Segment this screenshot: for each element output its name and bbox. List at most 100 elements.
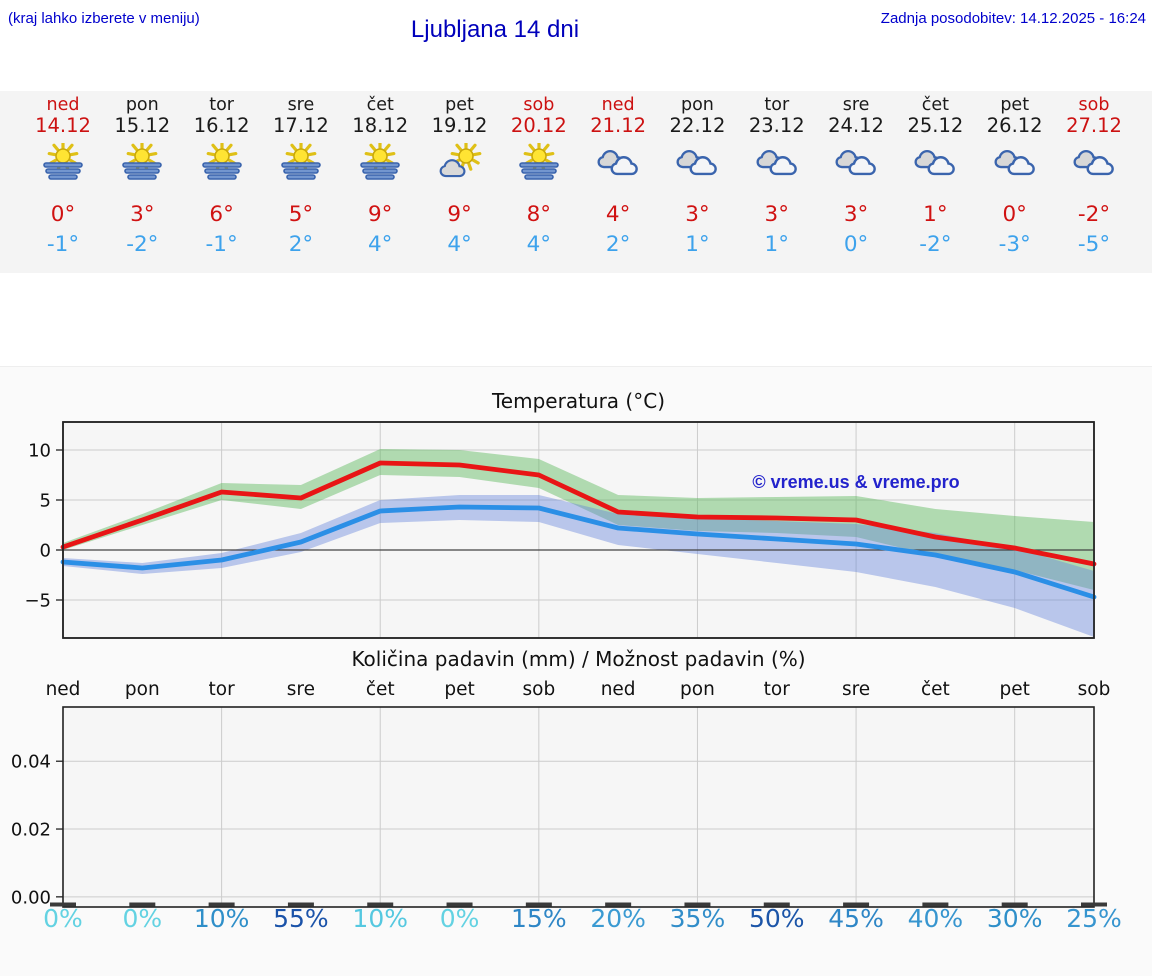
- low-temp: -1°: [46, 232, 80, 257]
- y-tick-label: 0.02: [11, 820, 51, 841]
- high-temp: 9°: [447, 202, 472, 227]
- day-date: 19.12: [431, 114, 488, 137]
- precip-bar: [525, 902, 552, 907]
- high-temp: 4°: [605, 202, 631, 227]
- charts-section: Temperatura (°C) 10 5 0 −5 © vreme.us & vre…: [0, 366, 1152, 976]
- day-name: pon: [125, 95, 159, 115]
- forecast-day: sob 20.12 8° 4°: [499, 91, 579, 257]
- day-icon-wrap: [975, 143, 1055, 189]
- high-temp: -2°: [1077, 202, 1111, 227]
- forecast-day: čet 18.12 9° 4°: [340, 91, 420, 257]
- precip-day-label: čet: [365, 679, 395, 700]
- precipitation-chart: 0.04 0.02 0.00: [0, 701, 1152, 911]
- high-temp: 3°: [685, 202, 710, 227]
- precip-percent: 55%: [273, 904, 329, 933]
- high-temp: 3°: [843, 202, 869, 227]
- plot-border-top: [62, 421, 1095, 639]
- forecast-day: tor 16.12 6° -1°: [182, 91, 262, 257]
- precip-day-label: sob: [522, 679, 556, 700]
- precip-bar: [129, 902, 156, 907]
- min-temp-line: [60, 504, 1097, 600]
- high-temp: 0°: [1002, 202, 1027, 227]
- day-date: 20.12: [510, 114, 567, 137]
- precip-day-label: pon: [680, 679, 715, 700]
- forecast-day: čet 25.12 1° -2°: [895, 91, 975, 257]
- day-date: 24.12: [828, 114, 884, 137]
- precip-day-label: sob: [1077, 679, 1111, 700]
- cloudy-icon: [914, 149, 956, 176]
- forecast-day: sre 17.12 5° 2°: [261, 91, 341, 257]
- low-temp: -2°: [126, 232, 159, 257]
- max-temp-line: [60, 460, 1097, 567]
- sun-fog-icon: [519, 140, 559, 180]
- precip-bar: [1081, 902, 1107, 907]
- sun-cloud-icon: [439, 140, 481, 178]
- forecast-day: pet 19.12 9° 4°: [420, 91, 500, 257]
- forecast-day: sre 24.12 3° 0°: [816, 91, 896, 257]
- day-name: tor: [209, 95, 234, 115]
- plot-area: [63, 707, 1094, 907]
- day-name: čet: [366, 95, 394, 115]
- day-icon-wrap: [23, 140, 103, 189]
- precip-bar: [843, 902, 870, 907]
- high-temp: 5°: [288, 202, 314, 227]
- precip-day-label: tor: [208, 679, 235, 700]
- day-icon-wrap: [578, 143, 658, 189]
- day-date: 21.12: [590, 114, 647, 137]
- low-temp: -5°: [1077, 232, 1111, 257]
- day-name: ned: [46, 95, 80, 115]
- day-date: 15.12: [114, 114, 171, 137]
- precip-day-label: ned: [600, 679, 636, 700]
- precip-percent: 20%: [590, 904, 646, 933]
- day-name: čet: [921, 95, 949, 115]
- precip-day-label: čet: [920, 679, 950, 700]
- precip-bar: [763, 902, 790, 907]
- day-date: 17.12: [273, 114, 329, 137]
- precip-bar: [605, 902, 632, 907]
- forecast-strip: ned 14.12 0° -1° pon 15.12 3° -2° tor 16.12 6° -1° s…: [0, 91, 1152, 273]
- high-temp: 8°: [526, 202, 552, 227]
- precip-bar: [446, 902, 473, 907]
- day-date: 26.12: [986, 114, 1043, 137]
- y-tick-label: 0: [40, 541, 51, 562]
- precip-percent: 25%: [1066, 904, 1122, 933]
- low-temp: 1°: [764, 232, 789, 257]
- day-date: 14.12: [35, 114, 91, 137]
- precip-percent: 45%: [828, 904, 884, 933]
- temperature-chart-svg: 10 5 0 −5: [24, 421, 1097, 639]
- precip-bar: [208, 902, 235, 907]
- precipitation-percent-row: 0% 0% 10% 55% 10% 0% 15% 20% 35% 50% 45% 40% 30% 25%: [0, 904, 1152, 936]
- precip-bar: [684, 902, 711, 907]
- sun-fog-icon: [360, 140, 401, 180]
- precip-bar: [922, 902, 949, 907]
- watermark-link[interactable]: © vreme.us & vreme.pro: [752, 472, 960, 492]
- day-icon-wrap: [261, 140, 341, 189]
- day-icon-wrap: [816, 143, 896, 189]
- precip-percent: 0%: [43, 904, 83, 933]
- cloudy-icon: [756, 149, 797, 176]
- sun-fog-icon: [201, 140, 242, 180]
- low-temp: 4°: [368, 232, 393, 257]
- day-icon-wrap: [895, 143, 975, 189]
- plot-border: [62, 706, 1095, 908]
- day-icon-wrap: [182, 140, 262, 189]
- day-icon-wrap: [102, 140, 182, 189]
- precip-bar: [1001, 902, 1028, 907]
- precip-day-label: tor: [763, 679, 790, 700]
- day-name: tor: [764, 95, 790, 115]
- high-temp: 3°: [764, 202, 789, 227]
- low-temp: -2°: [919, 232, 952, 257]
- forecast-day: pet 26.12 0° -3°: [975, 91, 1055, 257]
- cloudy-icon: [676, 149, 718, 176]
- day-icon-wrap: [657, 143, 737, 189]
- day-date: 27.12: [1066, 114, 1122, 137]
- precip-percent: 30%: [986, 904, 1043, 933]
- cloudy-icon: [1073, 149, 1114, 176]
- y-tick-label: 0.04: [11, 752, 51, 773]
- precip-percent: 15%: [511, 904, 567, 933]
- precip-day-label: sre: [841, 679, 871, 700]
- day-name: pet: [1000, 95, 1030, 115]
- day-icon-wrap: [420, 140, 500, 189]
- precip-bar: [50, 902, 76, 907]
- day-name: pet: [445, 95, 474, 115]
